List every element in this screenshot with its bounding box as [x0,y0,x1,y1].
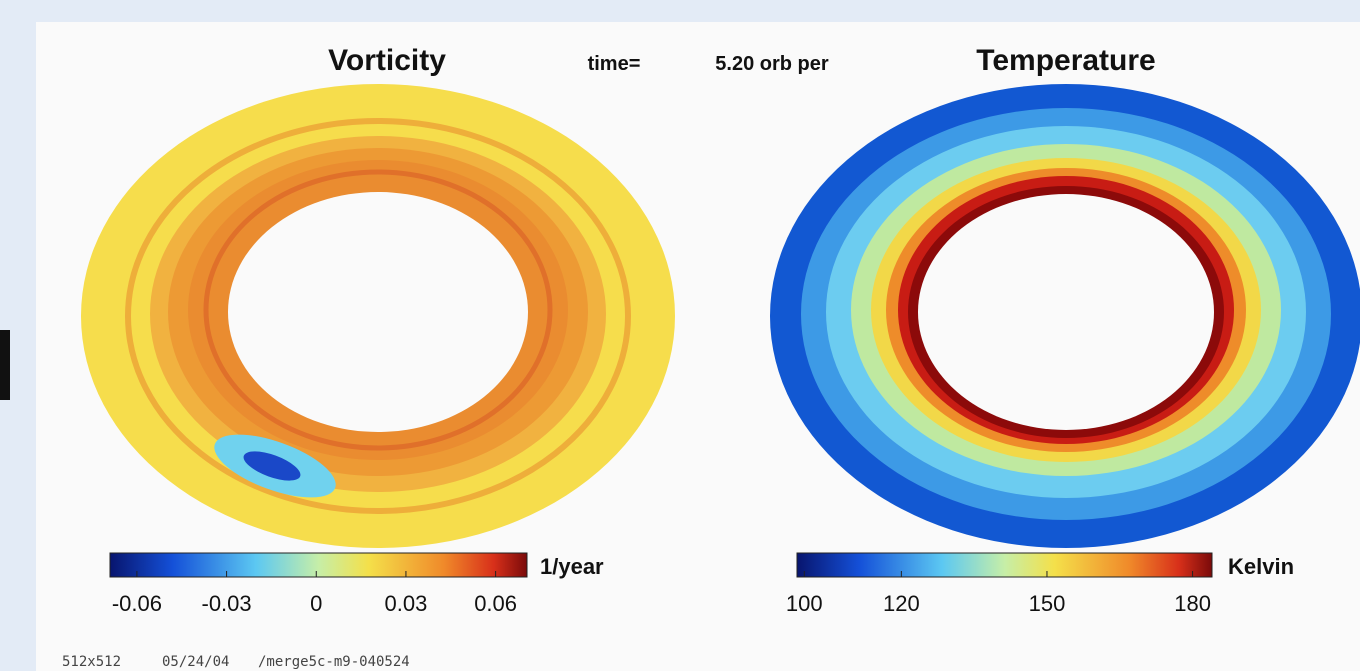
right-title: Temperature [976,44,1156,77]
tick-label: 180 [1174,591,1211,616]
tick-label: 0.06 [474,591,517,616]
colorbar: 1/year -0.06 -0.03 0 0.03 0.06 [109,552,604,616]
time-value: 5.20 orb per [715,53,829,75]
tick-label: 0.03 [385,591,428,616]
tick-label: -0.06 [112,591,162,616]
tick-label: 120 [883,591,920,616]
tick-label: -0.03 [202,591,252,616]
temperature-disk [770,84,1360,548]
tick-label: 150 [1029,591,1066,616]
colorbar-ramp [796,552,1213,578]
tick-label: 100 [786,591,823,616]
footer-text: 512x512 [62,654,121,670]
left-title: Vorticity [328,44,446,77]
footer: 512x512 05/24/04/merge5c-m9-040524 [62,654,410,670]
colorbar-ramp [109,552,528,578]
tick-label: 0 [310,591,322,616]
colorbar-unit: 1/year [540,554,604,579]
vorticity-disk [81,84,675,548]
colorbar: Kelvin 100 120 150 180 [786,552,1294,616]
footer-text: 05/24/04 [162,654,229,670]
edge-marker [0,330,10,400]
time-label: time= [588,53,641,75]
footer-text: /merge5c-m9-040524 [258,654,410,670]
colorbar-unit: Kelvin [1228,554,1294,579]
